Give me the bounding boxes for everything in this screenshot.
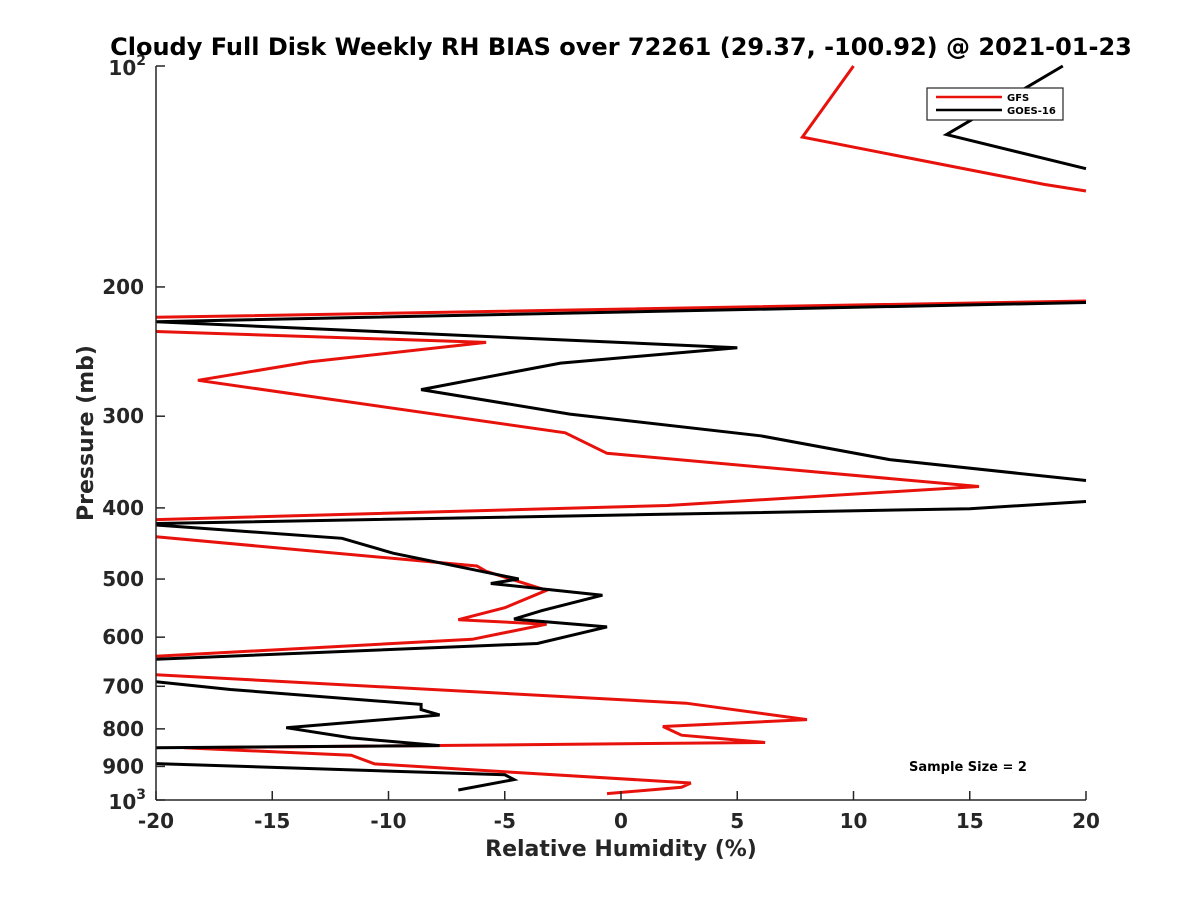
x-tick-label: 20 xyxy=(1072,809,1100,833)
x-tick-label: -20 xyxy=(138,809,174,833)
x-tick-label: -10 xyxy=(370,809,406,833)
x-tick-label: 15 xyxy=(956,809,984,833)
y-axis-label: Pressure (mb) xyxy=(74,345,99,521)
y-tick-label: 200 xyxy=(102,275,144,299)
y-tick-label: 900 xyxy=(102,754,144,778)
x-tick-label: -5 xyxy=(494,809,516,833)
series-layer xyxy=(155,64,1087,796)
sample-size-annotation: Sample Size = 2 xyxy=(909,760,1027,775)
y-tick-label: 102 xyxy=(108,53,146,80)
x-tick-label: -15 xyxy=(254,809,290,833)
x-tick-label: 10 xyxy=(840,809,868,833)
plot-area xyxy=(156,66,1086,800)
y-tick-label: 400 xyxy=(102,496,144,520)
series-line-gfs xyxy=(155,65,1087,796)
y-tick-exponent: 2 xyxy=(136,53,146,69)
legend-box xyxy=(926,87,1064,121)
y-tick-label: 300 xyxy=(102,404,144,428)
y-tick-label: 700 xyxy=(102,674,144,698)
x-axis-ticks: -20 -15 -10 -5 0 5 10 15 20 xyxy=(138,791,1100,833)
legend: GFS GOES-16 xyxy=(926,87,1064,121)
x-axis-label: Relative Humidity (%) xyxy=(485,837,757,862)
y-tick-label: 103 xyxy=(108,787,146,814)
y-tick-label: 500 xyxy=(102,567,144,591)
series-line-goes16 xyxy=(155,64,1087,792)
chart-title: Cloudy Full Disk Weekly RH BIAS over 722… xyxy=(110,33,1132,61)
y-tick-label: 600 xyxy=(102,625,144,649)
x-tick-label: 0 xyxy=(614,809,628,833)
y-tick-base: 10 xyxy=(108,56,136,80)
legend-label-goes16: GOES-16 xyxy=(1007,106,1056,117)
x-tick-label: 5 xyxy=(730,809,744,833)
y-tick-label: 800 xyxy=(102,717,144,741)
y-tick-base: 10 xyxy=(108,790,136,814)
legend-label-gfs: GFS xyxy=(1007,93,1029,104)
y-tick-exponent: 3 xyxy=(136,787,146,803)
